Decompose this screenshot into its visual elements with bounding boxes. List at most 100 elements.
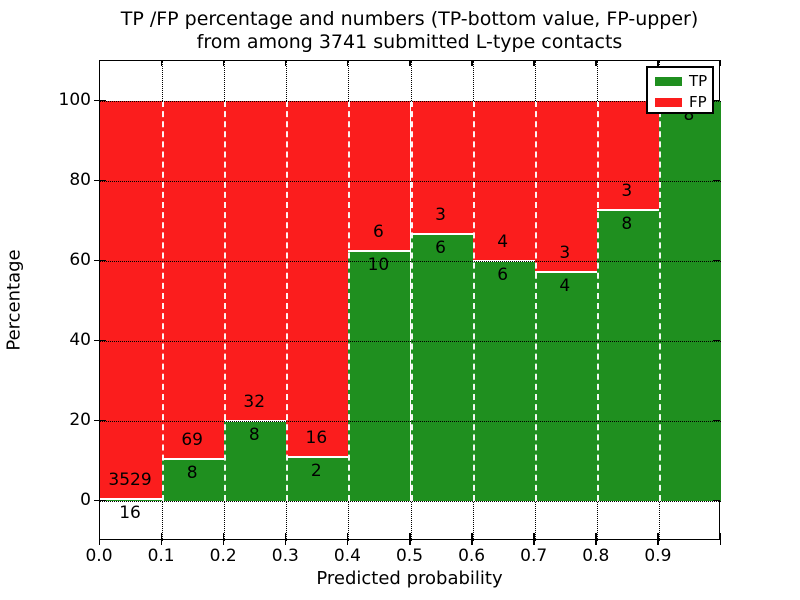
fp-count-label: 32 [243, 392, 266, 412]
y-tick-label: 0 [80, 490, 91, 510]
x-axis-label: Predicted probability [316, 568, 503, 589]
bar-separator [410, 101, 413, 501]
bar-fp-segment [596, 101, 659, 211]
y-tick-label: 80 [69, 170, 91, 190]
legend-label-fp: FP [689, 93, 707, 111]
x-tick [657, 533, 659, 545]
y-tick-right [713, 99, 720, 101]
y-tick [94, 99, 106, 101]
x-tick-label: 0.2 [209, 546, 237, 566]
fp-count-label: 6 [373, 222, 384, 242]
y-tick-label: 100 [58, 90, 91, 110]
x-tick [98, 533, 100, 545]
y-gridline [100, 261, 721, 262]
bar-separator [286, 101, 289, 501]
bar-fp-segment [534, 101, 597, 273]
fp-count-label: 4 [497, 232, 509, 252]
bar-tp-segment [348, 251, 411, 501]
tp-count-label: 8 [683, 105, 695, 125]
bar-stack-boundary [596, 209, 659, 212]
y-tick-label: 60 [69, 250, 91, 270]
legend-label-tp: TP [689, 72, 708, 90]
y-tick [94, 419, 106, 421]
tp-count-label: 8 [621, 214, 633, 235]
bar-separator [348, 101, 351, 501]
bar-tp-segment [286, 456, 349, 501]
fp-count-label: 16 [305, 427, 328, 448]
legend-swatch-fp [655, 98, 682, 107]
x-tick [409, 533, 411, 545]
chart-title-line1: TP /FP percentage and numbers (TP-bottom… [120, 8, 699, 30]
x-tick-top [346, 60, 349, 66]
fp-count-label: 3529 [108, 470, 152, 491]
plot-area [99, 60, 721, 541]
x-tick-top [595, 60, 597, 66]
bar-stack-boundary [348, 250, 411, 252]
bar-fp-segment [348, 101, 411, 251]
bar-separator [534, 101, 537, 501]
x-tick-top [471, 60, 473, 66]
legend: TP FP [646, 66, 714, 114]
chart-title-line2: from among 3741 submitted L-type contact… [196, 31, 623, 53]
bar-separator [224, 101, 227, 501]
y-gridline [100, 181, 721, 182]
y-tick-label: 20 [69, 410, 91, 430]
x-tick-top [160, 60, 163, 66]
bar-separator [596, 101, 599, 501]
x-tick [595, 533, 597, 545]
x-tick-top [719, 60, 721, 66]
bar-fp-segment [410, 101, 473, 235]
bar-tp-segment [162, 459, 225, 501]
x-tick-top [533, 60, 535, 66]
x-tick-label: 0.1 [147, 546, 175, 566]
x-tick-label: 0.5 [395, 546, 424, 566]
bar-tp-segment [658, 101, 721, 501]
x-tick [284, 533, 287, 545]
y-tick [94, 259, 106, 261]
y-axis-label: Percentage [3, 249, 25, 351]
x-tick-top [284, 60, 287, 66]
legend-item-fp: FP [655, 93, 707, 111]
y-gridline [100, 501, 721, 502]
x-tick [719, 533, 721, 545]
tp-count-label: 16 [119, 503, 141, 524]
x-tick-top [657, 60, 659, 66]
x-tick [533, 533, 535, 545]
x-tick-label: 0.7 [520, 546, 548, 566]
y-tick-right [713, 419, 720, 421]
tp-count-label: 2 [310, 460, 322, 481]
y-gridline [100, 421, 721, 422]
y-tick-label: 40 [69, 330, 91, 350]
fp-count-label: 3 [621, 181, 633, 202]
x-tick-label: 0.8 [582, 546, 610, 566]
bar-fp-segment [100, 101, 163, 500]
y-gridline [100, 101, 721, 102]
tp-count-label: 6 [435, 238, 446, 259]
y-gridline [100, 341, 721, 342]
x-tick-top [98, 60, 100, 66]
bar-fp-segment [162, 101, 225, 460]
tp-count-label: 8 [186, 463, 198, 484]
bar-stack-boundary [100, 498, 163, 501]
bar-separator [472, 101, 475, 501]
fp-count-label: 3 [435, 205, 446, 226]
y-tick-right [713, 339, 720, 341]
chart-title: TP /FP percentage and numbers (TP-bottom… [99, 8, 720, 54]
bar-stack-boundary [410, 233, 473, 236]
tp-count-label: 6 [497, 265, 509, 285]
x-tick-label: 0.6 [458, 546, 486, 566]
x-tick [471, 533, 473, 545]
x-tick-label: 0.4 [333, 546, 361, 566]
tp-count-label: 10 [367, 255, 390, 275]
legend-item-tp: TP [655, 72, 708, 90]
fp-count-label: 3 [559, 243, 571, 264]
x-tick [346, 533, 349, 545]
x-tick-top [409, 60, 411, 66]
x-tick [222, 533, 225, 545]
bar-tp-segment [596, 210, 659, 501]
tp-count-label: 4 [559, 276, 571, 297]
y-tick [94, 179, 106, 181]
x-tick [160, 533, 163, 545]
legend-swatch-tp [655, 77, 682, 86]
